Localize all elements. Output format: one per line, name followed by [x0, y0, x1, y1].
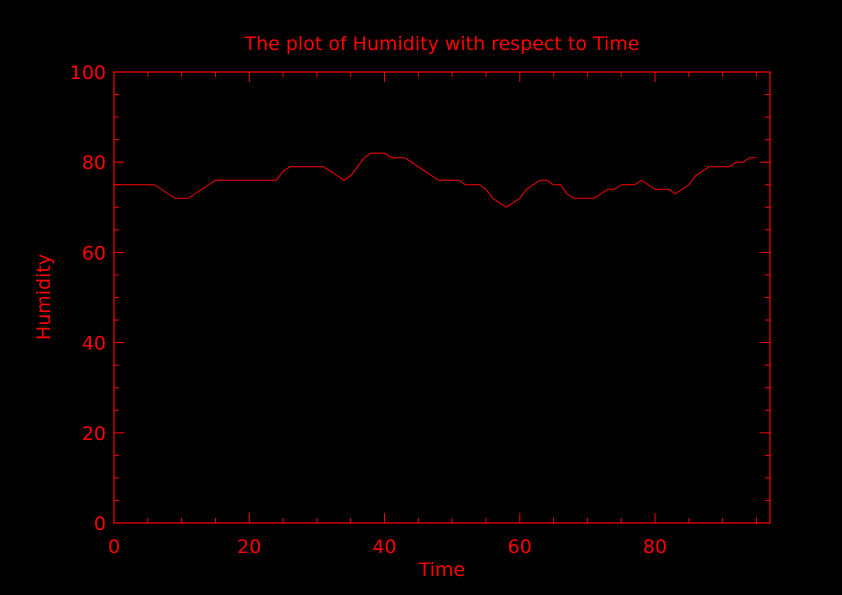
y-tick-label: 0: [94, 513, 106, 535]
axis-ticks: [113, 71, 770, 524]
x-tick-label: 20: [237, 536, 261, 558]
y-tick-label: 60: [82, 242, 106, 264]
x-axis-label: Time: [418, 559, 466, 581]
y-axis-label: Humidity: [33, 254, 55, 340]
axis-tick-labels: 0 20 40 60 80 0 20 40 60 80 100: [70, 62, 667, 558]
y-tick-label: 80: [82, 152, 106, 174]
x-tick-label: 80: [643, 536, 667, 558]
plot-frame: [113, 71, 771, 524]
y-tick-label: 20: [82, 423, 106, 445]
x-tick-label: 60: [508, 536, 532, 558]
humidity-series-line: [114, 152, 757, 208]
y-tick-label: 100: [70, 62, 106, 84]
x-tick-label: 40: [372, 536, 396, 558]
y-tick-label: 40: [82, 333, 106, 355]
chart-title: The plot of Humidity with respect to Tim…: [243, 33, 639, 55]
x-tick-label: 0: [108, 536, 120, 558]
